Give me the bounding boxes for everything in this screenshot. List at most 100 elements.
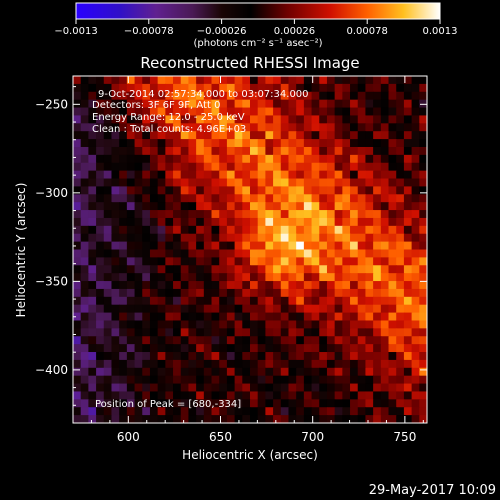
heatmap-cell (88, 359, 97, 369)
heatmap-cell (380, 210, 390, 219)
heatmap-cell (103, 352, 113, 361)
heatmap-cell (234, 217, 243, 227)
heatmap-cell (211, 241, 220, 251)
heatmap-cell (365, 76, 374, 85)
heatmap-cell (273, 76, 282, 85)
heatmap-cell (196, 391, 205, 400)
heatmap-cell (334, 115, 343, 124)
heatmap-cell (257, 359, 266, 369)
heatmap-cell (226, 328, 236, 337)
heatmap-cell (219, 202, 228, 211)
heatmap-cell (196, 91, 205, 101)
heatmap-cell (203, 265, 213, 274)
heatmap-cell (173, 83, 182, 93)
heatmap-cell (211, 146, 220, 156)
heatmap-cell (119, 115, 128, 124)
heatmap-cell (126, 399, 136, 408)
heatmap-cell (265, 375, 274, 385)
heatmap-cell (403, 210, 413, 219)
heatmap-cell (326, 265, 336, 274)
heatmap-cell (357, 375, 367, 385)
heatmap-cell (257, 352, 266, 361)
heatmap-cell (280, 131, 290, 140)
heatmap-cell (311, 359, 320, 369)
heatmap-cell (211, 217, 220, 227)
heatmap-cell (96, 249, 105, 258)
heatmap-cell (250, 91, 259, 101)
heatmap-cell (342, 359, 351, 369)
heatmap-cell (149, 296, 159, 306)
heatmap-cell (142, 107, 151, 117)
colorbar-tick-labels: −0.0013 −0.00078 −0.00026 0.00026 0.00078 0.0… (54, 26, 457, 37)
heatmap-cell (280, 91, 290, 101)
heatmap-cell (319, 131, 328, 140)
heatmap-cell (373, 375, 382, 385)
heatmap-cell (303, 241, 313, 251)
heatmap-cell (126, 83, 136, 93)
heatmap-cell (73, 312, 82, 322)
heatmap-cell (380, 273, 390, 282)
heatmap-cell (226, 131, 236, 140)
heatmap-cell (219, 336, 228, 345)
heatmap-cell (311, 241, 320, 251)
heatmap-cell (273, 281, 282, 290)
heatmap-cell (342, 265, 351, 274)
heatmap-cell (303, 186, 313, 195)
heatmap-cell (226, 296, 236, 306)
heatmap-cell (234, 91, 243, 101)
heatmap-cell (357, 320, 367, 329)
heatmap-cell (196, 241, 205, 251)
heatmap-cell (273, 146, 282, 156)
heatmap-cell (134, 249, 143, 258)
heatmap-cell (96, 352, 105, 361)
heatmap-cell (273, 210, 282, 219)
heatmap-cell (411, 210, 420, 219)
heatmap-cell (288, 336, 297, 345)
heatmap-cell (103, 76, 113, 85)
heatmap-cell (257, 131, 266, 140)
heatmap-cell (242, 304, 251, 314)
heatmap-cell (350, 375, 359, 385)
heatmap-cell (311, 178, 320, 188)
heatmap-cell (103, 288, 113, 298)
heatmap-cell (119, 76, 128, 85)
heatmap-cell (211, 328, 220, 337)
heatmap-cell (126, 415, 136, 423)
heatmap-cell (342, 344, 351, 353)
heatmap-cell (196, 123, 205, 132)
heatmap-cell (126, 344, 136, 353)
heatmap-cell (250, 233, 259, 243)
heatmap-cell (88, 162, 97, 172)
heatmap-cell (165, 170, 174, 180)
heatmap-cell (296, 383, 305, 393)
heatmap-cell (149, 217, 159, 227)
heatmap-cell (242, 202, 251, 211)
heatmap-cell (334, 415, 343, 423)
heatmap-cell (165, 288, 174, 298)
heatmap-cell (250, 407, 259, 416)
heatmap-cell (350, 257, 359, 266)
heatmap-cell (134, 375, 143, 385)
heatmap-cell (173, 170, 182, 180)
heatmap-cell (96, 99, 105, 109)
heatmap-cell (149, 320, 159, 329)
heatmap-cell (73, 257, 82, 266)
heatmap-cell (88, 186, 97, 195)
heatmap-cell (242, 399, 251, 408)
heatmap-cell (380, 123, 390, 132)
heatmap-cell (173, 336, 182, 345)
heatmap-cell (219, 399, 228, 408)
heatmap-cell (357, 225, 367, 235)
heatmap-cell (173, 146, 182, 156)
heatmap-cell (103, 194, 113, 203)
heatmap-cell (311, 217, 320, 227)
heatmap-cell (265, 99, 274, 109)
heatmap-cell (196, 383, 205, 393)
heatmap-cell (373, 265, 382, 274)
heatmap-cell (419, 281, 427, 290)
heatmap-cell (373, 288, 382, 298)
heatmap-cell (334, 399, 343, 408)
heatmap-cell (357, 367, 367, 377)
heatmap-cell (403, 99, 413, 109)
heatmap-cell (103, 249, 113, 258)
